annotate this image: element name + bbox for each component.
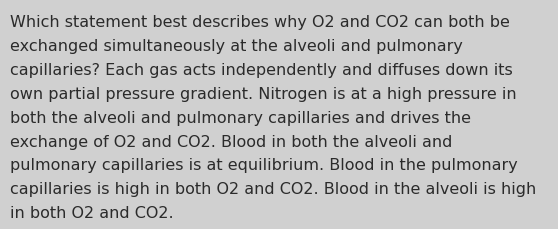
Text: pulmonary capillaries is at equilibrium. Blood in the pulmonary: pulmonary capillaries is at equilibrium.… [10, 158, 518, 173]
Text: capillaries? Each gas acts independently and diffuses down its: capillaries? Each gas acts independently… [10, 63, 513, 77]
Text: both the alveoli and pulmonary capillaries and drives the: both the alveoli and pulmonary capillari… [10, 110, 471, 125]
Text: exchange of O2 and CO2. Blood in both the alveoli and: exchange of O2 and CO2. Blood in both th… [10, 134, 453, 149]
Text: capillaries is high in both O2 and CO2. Blood in the alveoli is high: capillaries is high in both O2 and CO2. … [10, 182, 536, 196]
Text: exchanged simultaneously at the alveoli and pulmonary: exchanged simultaneously at the alveoli … [10, 39, 463, 54]
Text: in both O2 and CO2.: in both O2 and CO2. [10, 205, 174, 220]
Text: Which statement best describes why O2 and CO2 can both be: Which statement best describes why O2 an… [10, 15, 510, 30]
Text: own partial pressure gradient. Nitrogen is at a high pressure in: own partial pressure gradient. Nitrogen … [10, 86, 517, 101]
